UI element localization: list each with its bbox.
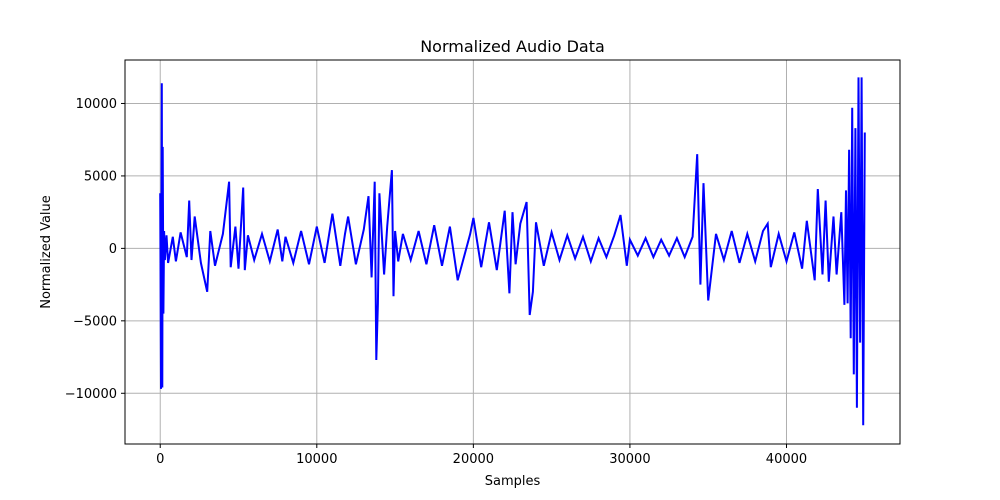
x-tick-label: 10000	[296, 452, 337, 467]
y-axis: −10000 −5000 0 5000 10000	[65, 97, 125, 402]
y-tick-label: −5000	[73, 314, 117, 329]
y-axis-label: Normalized Value	[39, 195, 54, 309]
x-tick-label: 0	[156, 452, 164, 467]
plot-frame	[124, 59, 901, 445]
chart-title: Normalized Audio Data	[420, 37, 605, 56]
x-tick-label: 20000	[453, 452, 494, 467]
x-tick-label: 40000	[766, 452, 807, 467]
y-tick-label: −10000	[65, 387, 117, 402]
y-tick-label: 5000	[84, 169, 117, 184]
y-tick-label: 0	[109, 242, 117, 257]
x-tick-label: 30000	[609, 452, 650, 467]
x-axis-label: Samples	[485, 474, 541, 489]
grid	[125, 60, 900, 444]
x-axis: 0 10000 20000 30000 40000	[156, 444, 807, 467]
y-tick-label: 10000	[76, 97, 117, 112]
series-line	[159, 77, 866, 426]
